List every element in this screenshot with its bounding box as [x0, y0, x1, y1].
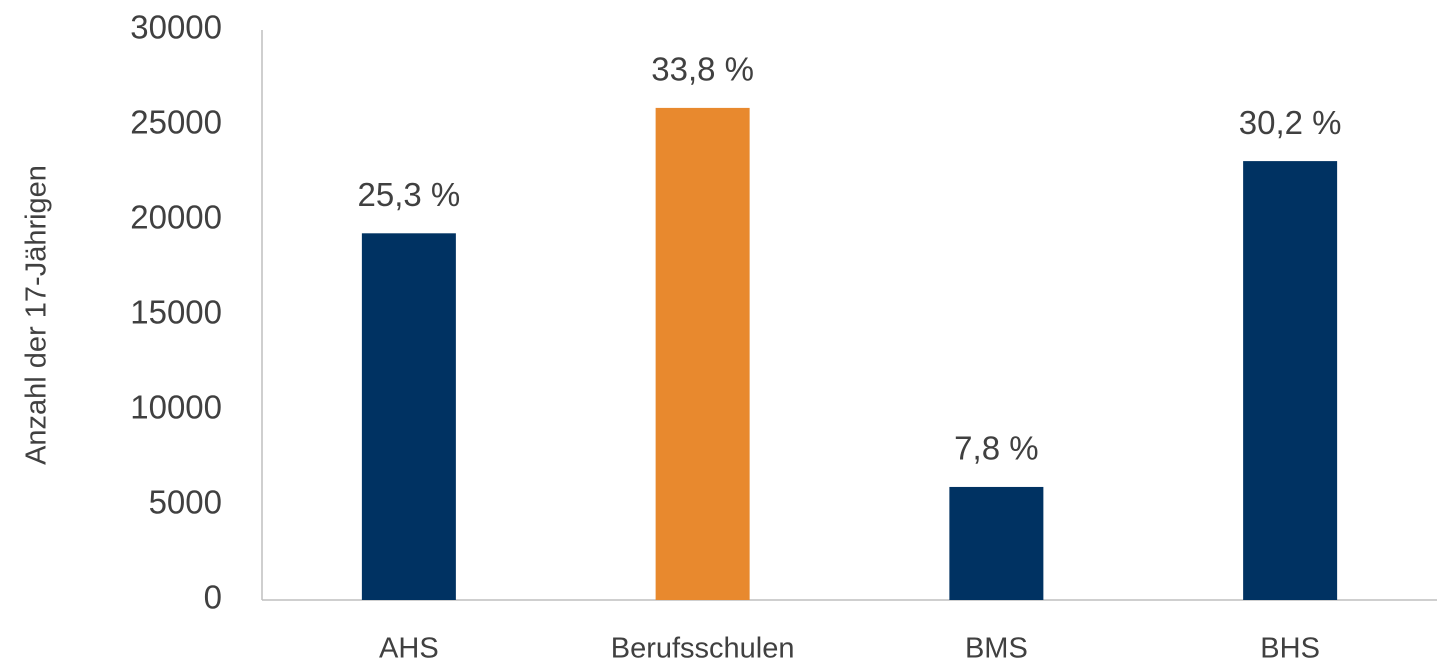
bar	[1243, 161, 1338, 600]
bar	[361, 233, 456, 601]
y-tick-label: 20000	[130, 199, 222, 236]
data-label: 33,8 %	[651, 51, 754, 88]
y-tick-label: 30000	[130, 9, 222, 46]
y-tick-label: 0	[204, 579, 222, 616]
x-tick-label: AHS	[379, 633, 439, 665]
y-tick-label: 15000	[130, 294, 222, 331]
data-label: 7,8 %	[954, 430, 1038, 467]
data-label: 30,2 %	[1239, 104, 1342, 141]
y-tick-label: 5000	[149, 484, 222, 521]
y-tick-label: 10000	[130, 389, 222, 426]
y-axis-title: Anzahl der 17-Jährigen	[21, 165, 53, 465]
bar	[655, 107, 750, 601]
data-label: 25,3 %	[358, 176, 461, 213]
x-tick-label: Berufsschulen	[611, 633, 795, 665]
x-tick-label: BHS	[1260, 633, 1320, 665]
x-tick-label: BMS	[965, 633, 1028, 665]
y-tick-label: 25000	[130, 104, 222, 141]
bar	[949, 486, 1044, 600]
